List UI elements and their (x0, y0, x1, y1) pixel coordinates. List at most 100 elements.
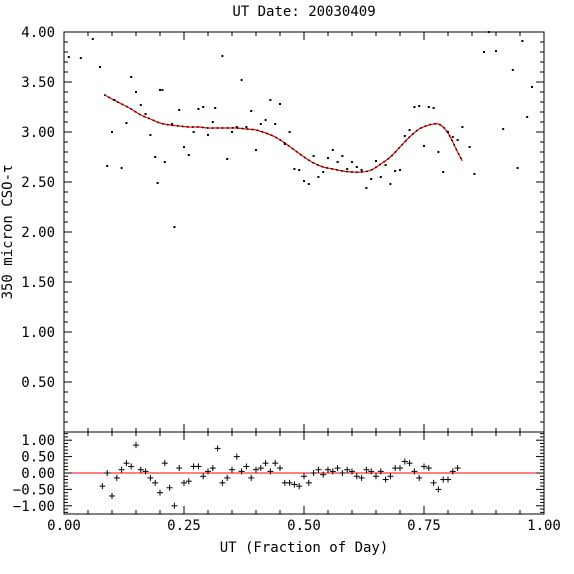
residual-point (171, 502, 178, 509)
fit-marker (443, 126, 445, 129)
data-point (279, 103, 281, 105)
fit-marker (351, 171, 353, 173)
data-point (231, 131, 233, 133)
residual-point (152, 479, 159, 486)
fit-marker (448, 135, 451, 137)
residual-point (195, 463, 202, 470)
residual-point (315, 466, 322, 473)
residual-point (430, 479, 437, 486)
data-point (173, 226, 176, 228)
data-point (442, 171, 445, 173)
data-point (322, 171, 325, 173)
fit-marker (398, 147, 400, 150)
data-point (106, 165, 109, 167)
data-point (487, 31, 490, 33)
data-point (111, 131, 113, 133)
x-axis-label: UT (Fraction of Day) (220, 540, 389, 556)
y-tick-label: 2.00 (21, 225, 55, 241)
fit-marker (387, 157, 390, 160)
residual-point (147, 474, 154, 481)
data-point (427, 106, 430, 108)
data-point (408, 129, 411, 131)
fit-marker (341, 170, 343, 172)
data-point (394, 170, 397, 172)
data-point (274, 123, 277, 125)
fit-marker (143, 115, 146, 118)
fit-marker (439, 123, 441, 126)
data-point (67, 56, 70, 58)
fit-marker (104, 94, 106, 96)
data-point (461, 126, 464, 128)
data-point (183, 146, 185, 148)
data-point (418, 105, 421, 107)
residual-point (387, 473, 394, 480)
y-tick-label: 1.50 (21, 275, 55, 291)
data-point (360, 169, 363, 171)
fit-marker (391, 154, 393, 157)
data-point (526, 116, 529, 118)
residual-point (113, 474, 120, 481)
fit-marker (275, 136, 277, 139)
fit-marker (261, 130, 264, 133)
fit-marker (420, 127, 422, 129)
data-point (423, 145, 425, 147)
fit-marker (171, 124, 174, 127)
data-point (495, 50, 497, 52)
fit-marker (176, 125, 179, 127)
fit-marker (361, 171, 363, 173)
data-point (144, 113, 147, 115)
data-point (235, 126, 238, 128)
fit-marker (415, 129, 418, 132)
y-tick-label: 0.00 (21, 466, 55, 482)
fit-marker (283, 142, 286, 144)
fit-marker (366, 170, 368, 173)
fit-marker (412, 133, 414, 135)
data-point (379, 176, 382, 178)
data-point (255, 149, 257, 151)
residual-point (339, 470, 346, 476)
data-point (346, 168, 349, 170)
data-point (365, 187, 368, 189)
data-point (154, 156, 157, 158)
fit-marker (460, 157, 462, 160)
residual-point (272, 460, 279, 467)
data-point (269, 99, 272, 101)
fit-marker (308, 159, 310, 162)
fit-marker (231, 127, 234, 129)
data-point (521, 40, 524, 42)
residual-point (382, 476, 389, 483)
data-point (468, 146, 471, 148)
data-point (437, 151, 440, 153)
residual-point (185, 478, 192, 485)
data-point (456, 139, 459, 141)
fit-marker (186, 126, 189, 128)
fit-marker (126, 105, 128, 108)
residual-point (233, 453, 240, 460)
residual-point (406, 460, 413, 467)
fit-marker (279, 139, 282, 141)
residual-point (200, 473, 207, 480)
residual-point (219, 479, 226, 486)
residual-point (305, 479, 312, 486)
fit-marker (206, 127, 209, 129)
chart-title: UT Date: 20030409 (232, 4, 375, 20)
y-axis-label: 350 micron CSO-τ (0, 165, 16, 300)
data-point (451, 136, 454, 138)
fit-marker (356, 171, 358, 173)
data-point (125, 122, 128, 124)
residual-point (411, 468, 418, 475)
residual-point (224, 474, 231, 481)
fit-marker (394, 151, 397, 153)
residual-point (176, 465, 183, 472)
fit-marker (226, 127, 229, 129)
data-point (163, 161, 166, 163)
residual-point (229, 466, 235, 473)
residual-point (425, 465, 432, 472)
data-point (375, 160, 377, 162)
fit-marker (134, 110, 137, 113)
fit-curve (104, 94, 463, 173)
data-point (250, 110, 253, 112)
data-point (99, 66, 101, 68)
residual-point (137, 466, 144, 473)
